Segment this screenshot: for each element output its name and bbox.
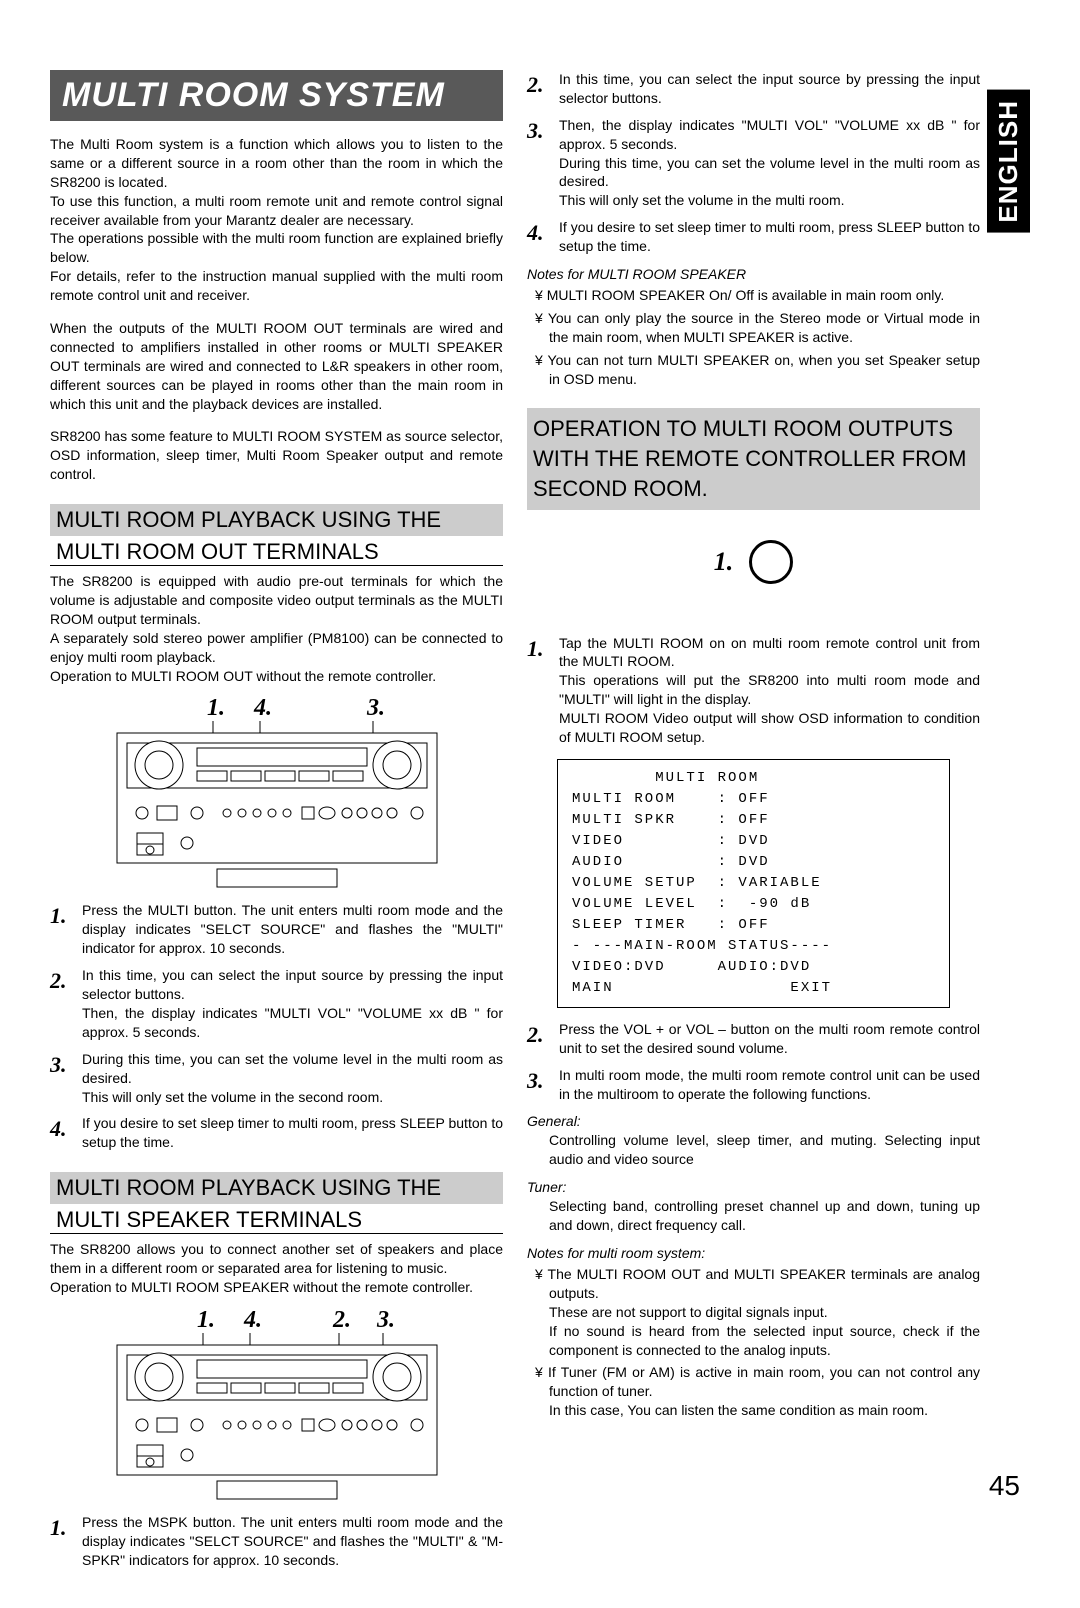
speaker-note-1: MULTI ROOM SPEAKER On/ Off is available … [527,286,980,305]
fig2-label-1: 1. [197,1307,215,1333]
sec1-steps: 1.Press the MULTI button. The unit enter… [50,901,503,1152]
language-tab: ENGLISH [987,90,1030,233]
intro-p3: The operations possible with the multi r… [50,229,503,267]
rtop-step2: In this time, you can select the input s… [559,70,980,108]
page-number: 45 [989,1470,1020,1502]
section1-title-l1: MULTI ROOM PLAYBACK USING THE [50,504,503,536]
sec2-steps: 1.Press the MSPK button. The unit enters… [50,1513,503,1570]
section3-title: OPERATION TO MULTI ROOM OUTPUTS WITH THE… [527,408,980,509]
fig1-label-4: 4. [253,695,272,721]
system-notes: The MULTI ROOM OUT and MULTI SPEAKER ter… [527,1265,980,1420]
sec2-p2: Operation to MULTI ROOM SPEAKER without … [50,1278,503,1297]
system-notes-title: Notes for multi room system: [527,1245,980,1261]
fig2-label-4: 4. [243,1307,262,1333]
general-text: Controlling volume level, sleep timer, a… [549,1131,980,1169]
sec1-p3: Operation to MULTI ROOM OUT without the … [50,667,503,686]
system-note-1: The MULTI ROOM OUT and MULTI SPEAKER ter… [527,1265,980,1359]
fig2-label-3: 3. [376,1307,395,1333]
tuner-label: Tuner: [527,1179,980,1195]
remote-button-num: 1. [714,547,734,577]
tuner-text: Selecting band, controlling preset chann… [549,1197,980,1235]
sec3-steps-cont: 2.Press the VOL + or VOL – button on the… [527,1020,980,1104]
fig1-label-1: 1. [207,695,225,721]
sec3-steps: 1.Tap the MULTI ROOM on on multi room re… [527,634,980,747]
speaker-note-3: You can not turn MULTI SPEAKER on, when … [527,351,980,389]
section1-title-l2: MULTI ROOM OUT TERMINALS [50,536,503,566]
page-title: MULTI ROOM SYSTEM [50,70,503,121]
remote-button-fig: 1. [527,540,980,584]
general-label: General: [527,1113,980,1129]
speaker-note-2: You can only play the source in the Ster… [527,309,980,347]
section2-title: MULTI ROOM PLAYBACK USING THE MULTI SPEA… [50,1172,503,1234]
right-column: 2.In this time, you can select the input… [527,70,1030,1578]
rtop-step4: If you desire to set sleep timer to mult… [559,218,980,256]
fig2-label-2: 2. [332,1307,351,1333]
sec1-step4: If you desire to set sleep timer to mult… [82,1114,503,1152]
left-column: MULTI ROOM SYSTEM The Multi Room system … [50,70,503,1578]
sec1-step2: In this time, you can select the input s… [82,966,503,1042]
section2-title-l2: MULTI SPEAKER TERMINALS [50,1204,503,1234]
intro-p4: For details, refer to the instruction ma… [50,267,503,305]
system-note-2: If Tuner (FM or AM) is active in main ro… [527,1363,980,1420]
sec1-p1: The SR8200 is equipped with audio pre-ou… [50,572,503,629]
receiver-diagram-1: 1. 4. 3. [50,693,503,893]
intro-p6: SR8200 has some feature to MULTI ROOM SY… [50,427,503,484]
intro-p2: To use this function, a multi room remot… [50,192,503,230]
sec1-step1: Press the MULTI button. The unit enters … [82,901,503,958]
sec3-step1: Tap the MULTI ROOM on on multi room remo… [559,634,980,747]
sec3-step2: Press the VOL + or VOL – button on the m… [559,1020,980,1058]
osd-display: MULTI ROOM MULTI ROOM : OFF MULTI SPKR :… [557,759,950,1008]
section2-title-l1: MULTI ROOM PLAYBACK USING THE [50,1172,503,1204]
intro-p5: When the outputs of the MULTI ROOM OUT t… [50,319,503,413]
sec2-step1: Press the MSPK button. The unit enters m… [82,1513,503,1570]
right-top-steps: 2.In this time, you can select the input… [527,70,980,256]
sec3-step3: In multi room mode, the multi room remot… [559,1066,980,1104]
sec1-p2: A separately sold stereo power amplifier… [50,629,503,667]
multi-room-button-icon [749,540,793,584]
section1-title: MULTI ROOM PLAYBACK USING THE MULTI ROOM… [50,504,503,566]
intro-p1: The Multi Room system is a function whic… [50,135,503,192]
sec1-step3: During this time, you can set the volume… [82,1050,503,1107]
speaker-notes-title: Notes for MULTI ROOM SPEAKER [527,266,980,282]
receiver-diagram-2: 1. 4. 2. 3. [50,1305,503,1505]
speaker-notes: MULTI ROOM SPEAKER On/ Off is available … [527,286,980,388]
fig1-label-3: 3. [366,695,385,721]
rtop-step3: Then, the display indicates "MULTI VOL" … [559,116,980,210]
sec2-p1: The SR8200 allows you to connect another… [50,1240,503,1278]
